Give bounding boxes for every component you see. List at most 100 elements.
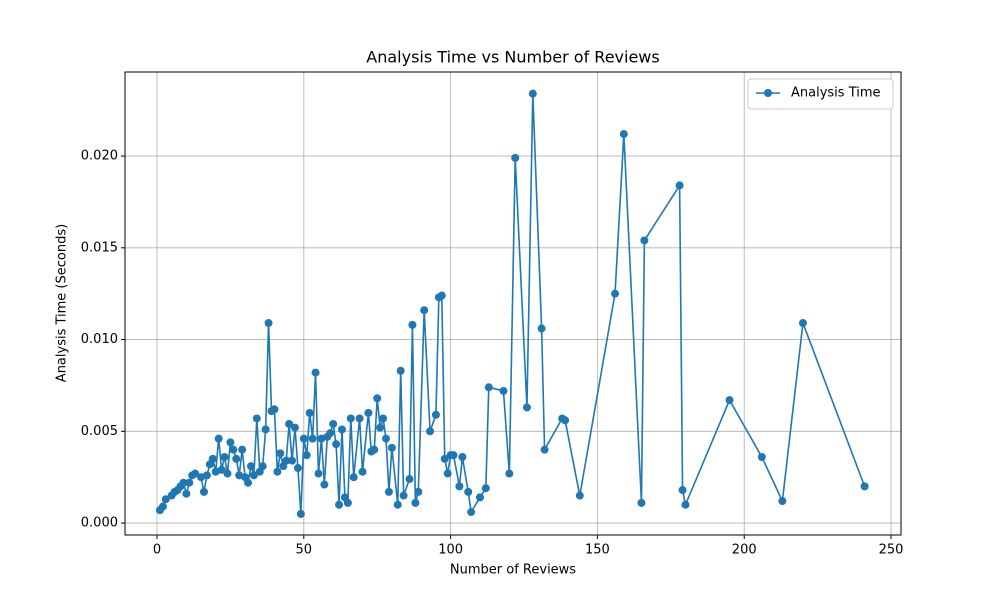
y-tick-label: 0.020 (81, 149, 118, 164)
data-point (335, 500, 344, 509)
data-point (484, 383, 493, 392)
data-point (214, 434, 223, 443)
data-point (185, 478, 194, 487)
data-point (681, 500, 690, 509)
data-point (678, 486, 687, 495)
data-point (455, 482, 464, 491)
data-point (320, 480, 329, 489)
data-point (405, 475, 414, 484)
data-point (355, 414, 364, 423)
data-point (637, 498, 646, 507)
legend-label: Analysis Time (791, 86, 881, 101)
data-point (308, 434, 317, 443)
data-point (384, 487, 393, 496)
data-point (199, 487, 208, 496)
data-point (458, 453, 467, 462)
x-tick-label: 150 (585, 543, 610, 558)
data-point (329, 419, 338, 428)
data-point (249, 471, 258, 480)
plot-frame (124, 71, 902, 536)
data-point (264, 319, 273, 328)
data-point (364, 408, 373, 417)
data-point (467, 508, 476, 517)
x-axis-label: Number of Reviews (450, 563, 576, 578)
data-point (443, 469, 452, 478)
data-point (408, 320, 417, 329)
data-point (238, 445, 247, 454)
data-point (299, 434, 308, 443)
x-tick-label: 50 (296, 543, 313, 558)
data-point (522, 403, 531, 412)
legend-box (747, 78, 894, 110)
data-point (182, 489, 191, 498)
data-point (302, 451, 311, 460)
y-tick-label: 0.015 (81, 240, 118, 255)
data-point (499, 386, 508, 395)
data-point (158, 502, 167, 511)
data-point (379, 414, 388, 423)
data-point (296, 509, 305, 518)
data-point (475, 493, 484, 502)
data-point (778, 497, 787, 506)
data-point (725, 396, 734, 405)
legend-swatch-marker (764, 89, 772, 97)
data-point (399, 491, 408, 500)
data-point (511, 153, 520, 162)
data-point (757, 453, 766, 462)
data-point (217, 465, 226, 474)
y-tick-label: 0.005 (81, 424, 118, 439)
data-point (411, 498, 420, 507)
data-point (346, 414, 355, 423)
data-point (537, 324, 546, 333)
data-point (293, 464, 302, 473)
data-point (288, 456, 297, 465)
data-point (270, 405, 279, 414)
data-point (860, 482, 869, 491)
data-point (285, 419, 294, 428)
data-point (449, 451, 458, 460)
data-point (276, 449, 285, 458)
data-point (382, 434, 391, 443)
data-point (481, 484, 490, 493)
data-point (258, 462, 267, 471)
data-point (675, 181, 684, 190)
data-point (619, 130, 628, 139)
data-point (505, 469, 514, 478)
data-point (440, 454, 449, 463)
data-point (798, 319, 807, 328)
data-point (229, 445, 238, 454)
data-point (370, 445, 379, 454)
data-point (437, 291, 446, 300)
y-axis-label: Analysis Time (Seconds) (55, 224, 70, 382)
chart-title: Analysis Time vs Number of Reviews (366, 48, 659, 67)
data-point (305, 408, 314, 417)
data-point (393, 500, 402, 509)
data-point (464, 487, 473, 496)
data-point (431, 410, 440, 419)
data-point (161, 495, 170, 504)
data-point (252, 414, 261, 423)
data-point (349, 473, 358, 482)
data-point (202, 471, 211, 480)
data-point (387, 443, 396, 452)
data-point (561, 416, 570, 425)
data-point (420, 306, 429, 315)
data-point (640, 236, 649, 245)
data-point (232, 454, 241, 463)
data-point (343, 498, 352, 507)
x-tick-label: 250 (879, 543, 904, 558)
data-point (396, 366, 405, 375)
data-point (282, 456, 291, 465)
x-tick-label: 100 (438, 543, 463, 558)
data-point (611, 289, 620, 298)
data-point (326, 429, 335, 438)
data-point (540, 445, 549, 454)
data-point (332, 440, 341, 449)
data-point (373, 394, 382, 403)
data-point (261, 425, 270, 434)
data-point (337, 425, 346, 434)
data-point (191, 469, 200, 478)
data-point (208, 454, 217, 463)
data-point (311, 368, 320, 377)
y-tick-label: 0.000 (81, 516, 118, 531)
